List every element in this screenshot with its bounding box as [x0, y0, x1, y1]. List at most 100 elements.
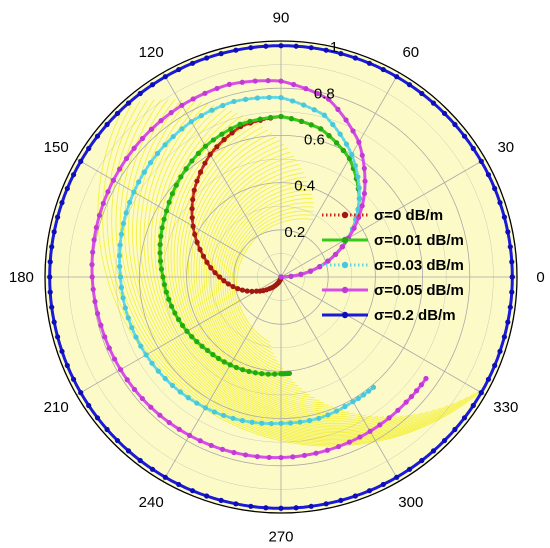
- series-point: [149, 82, 156, 88]
- series-point: [430, 100, 437, 106]
- series-point: [380, 481, 386, 488]
- series-point: [204, 259, 210, 265]
- series-point: [332, 251, 339, 258]
- angle-tick-label: 180: [9, 269, 34, 286]
- legend-swatch-marker: [341, 261, 349, 269]
- series-point: [138, 343, 144, 349]
- series-point: [161, 282, 168, 288]
- series-point: [189, 158, 195, 164]
- fill-arc: [139, 100, 423, 434]
- fill-arc: [179, 126, 350, 414]
- series-point: [233, 47, 239, 53]
- series-point: [175, 316, 182, 323]
- series-point: [377, 422, 383, 428]
- series-point: [149, 466, 156, 472]
- series-point: [160, 274, 166, 280]
- series-point: [179, 322, 186, 329]
- fill-arc: [176, 123, 355, 416]
- series-point: [366, 488, 373, 494]
- series-point: [505, 319, 511, 325]
- series-point: [359, 203, 365, 209]
- series-point: [221, 359, 227, 365]
- series-point: [470, 402, 476, 409]
- series-point: [137, 457, 143, 464]
- series-point: [352, 493, 358, 499]
- series-point: [133, 334, 139, 340]
- series-point: [123, 210, 129, 216]
- series-point: [218, 497, 224, 503]
- grid-spoke: [280, 72, 400, 278]
- series-point: [208, 442, 214, 449]
- series-point: [190, 196, 196, 203]
- series-point: [492, 362, 498, 369]
- series-point: [202, 90, 208, 96]
- series-point: [96, 212, 103, 218]
- series-point: [185, 395, 191, 401]
- series-point: [117, 274, 124, 280]
- series-point: [497, 348, 503, 354]
- series-point: [263, 43, 269, 49]
- series-point: [244, 288, 250, 294]
- series-point: [64, 185, 70, 192]
- series-point: [214, 144, 220, 150]
- series-point: [278, 43, 284, 49]
- series-point: [360, 392, 367, 398]
- series-point: [59, 348, 65, 354]
- radial-tick-label: 0.8: [314, 85, 335, 102]
- series-point: [441, 110, 448, 117]
- series-point: [239, 418, 246, 424]
- series-point: [308, 122, 314, 128]
- series-point: [47, 274, 53, 280]
- series-point: [366, 388, 372, 394]
- series-point: [248, 45, 254, 51]
- series-point: [162, 474, 168, 480]
- series-point: [240, 367, 246, 373]
- series-point: [366, 60, 373, 66]
- fill-arc: [147, 103, 410, 431]
- series-point: [98, 322, 104, 328]
- series-point: [123, 155, 130, 162]
- fill-arc: [170, 117, 367, 420]
- series-point: [168, 303, 175, 309]
- fill-arc: [102, 102, 481, 446]
- legend-label: σ=0 dB/m: [374, 207, 443, 224]
- series-point: [338, 51, 344, 57]
- series-point: [141, 169, 147, 175]
- series-point: [367, 428, 373, 434]
- series-point: [124, 377, 130, 383]
- series-point: [157, 412, 163, 418]
- series-point: [194, 400, 200, 406]
- series-point: [266, 454, 272, 461]
- series-point: [406, 82, 413, 88]
- series-point: [197, 438, 203, 444]
- series-point: [159, 225, 165, 231]
- series-point: [406, 466, 413, 472]
- series-point: [163, 289, 169, 295]
- series-point: [265, 371, 271, 377]
- series-point: [278, 113, 284, 120]
- series-point: [131, 145, 137, 151]
- series-point: [90, 249, 96, 255]
- radial-tick-label: 0.6: [304, 131, 325, 148]
- series-point: [259, 420, 265, 426]
- grid-spoke: [280, 276, 400, 482]
- series-point: [501, 214, 507, 220]
- series-point: [509, 259, 515, 265]
- legend-swatch-marker: [341, 236, 349, 244]
- series-point: [316, 415, 322, 421]
- fill-arc: [220, 189, 311, 370]
- series-point: [267, 114, 274, 121]
- series-point: [461, 415, 468, 421]
- series-point: [149, 360, 155, 366]
- series-point: [210, 137, 217, 143]
- series-point: [177, 389, 183, 395]
- series-point: [136, 179, 142, 185]
- series-point: [111, 356, 118, 362]
- series-point: [179, 126, 185, 132]
- series-point: [219, 131, 225, 137]
- series-point: [298, 271, 304, 277]
- series-point: [147, 160, 154, 166]
- series-point: [418, 382, 425, 388]
- series-point: [207, 151, 213, 157]
- series-point: [125, 315, 131, 321]
